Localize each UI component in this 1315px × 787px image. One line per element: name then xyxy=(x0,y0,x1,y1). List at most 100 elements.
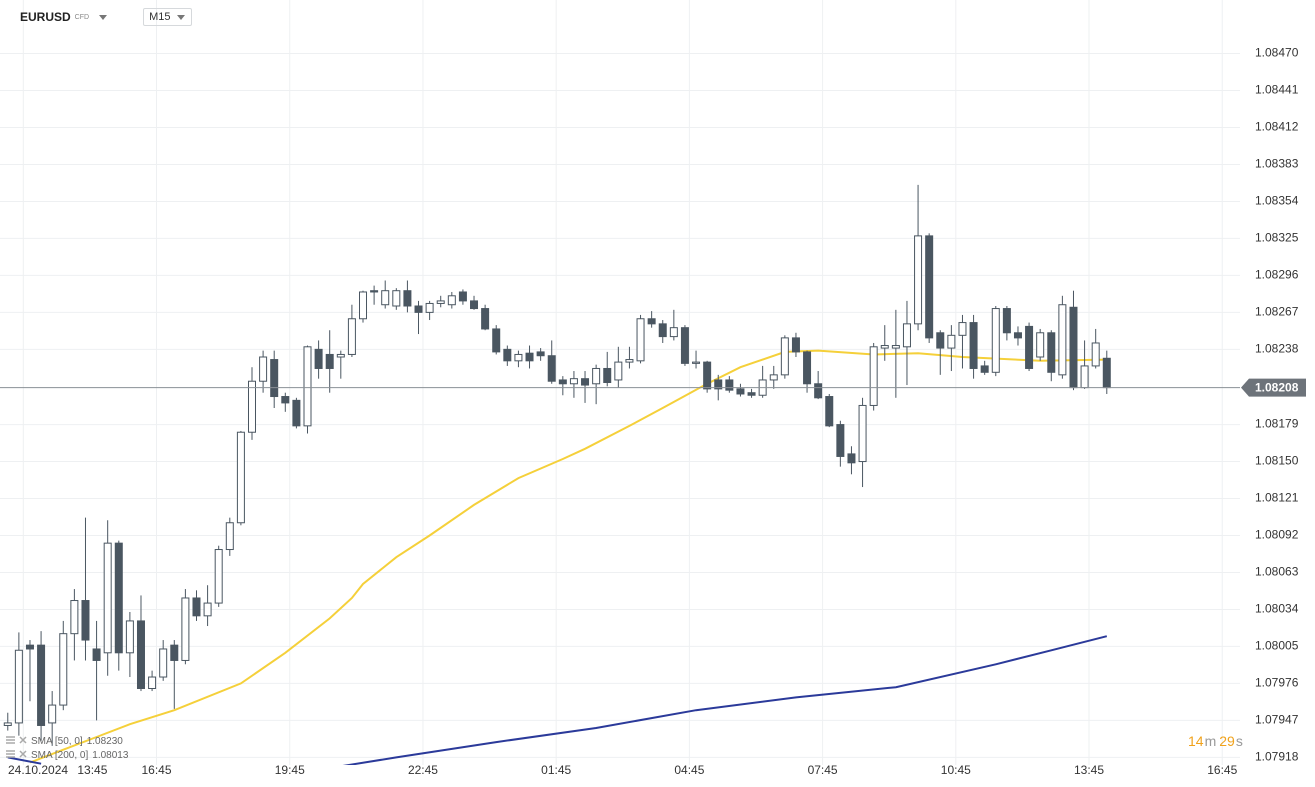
x-tick-label: 19:45 xyxy=(275,763,305,777)
candle-body xyxy=(136,620,145,689)
y-tick-label: 1.08470 xyxy=(1255,46,1299,60)
candle-body xyxy=(725,379,734,391)
y-tick-label: 1.07918 xyxy=(1255,750,1299,764)
legend-entry: SMA [50, 0] 1.08230 xyxy=(31,736,123,747)
symbol-dropdown[interactable] xyxy=(99,14,108,20)
candle-body xyxy=(281,396,290,404)
symbol[interactable]: EURUSD xyxy=(20,10,71,24)
y-tick-label: 1.08354 xyxy=(1255,194,1299,208)
candle-body xyxy=(791,337,800,353)
candle-body xyxy=(780,337,789,376)
candle-body xyxy=(847,453,856,464)
candle-body xyxy=(1091,342,1100,367)
y-tick-label: 1.08238 xyxy=(1255,342,1299,356)
candle-body xyxy=(958,322,967,336)
x-tick-label: 10:45 xyxy=(941,763,971,777)
candle-body xyxy=(481,308,490,330)
candle-body xyxy=(292,399,301,427)
y-tick-label: 1.08296 xyxy=(1255,268,1299,282)
candle-body xyxy=(381,290,390,306)
candle-body xyxy=(347,318,356,355)
candle-body xyxy=(969,322,978,369)
y-tick-label: 1.08063 xyxy=(1255,565,1299,579)
candle-body xyxy=(902,323,911,348)
candle-body xyxy=(414,305,423,313)
candle-body xyxy=(680,327,689,364)
candle-body xyxy=(569,378,578,385)
timeframe-select[interactable]: M15 xyxy=(143,8,193,26)
y-tick-label: 1.08179 xyxy=(1255,417,1299,431)
candle-body xyxy=(59,633,68,706)
candle-body xyxy=(858,404,867,463)
candle-body xyxy=(703,361,712,390)
legend-close-icon[interactable] xyxy=(19,736,27,744)
legend-value: 1.08013 xyxy=(92,750,129,761)
candle-body xyxy=(614,361,623,381)
candle-body xyxy=(103,542,112,654)
x-tick-label: 13:45 xyxy=(1074,763,1104,777)
candle-body xyxy=(925,235,934,339)
candle-body xyxy=(270,359,279,398)
candle-body xyxy=(492,328,501,353)
candle-body xyxy=(458,291,467,302)
countdown-unit: m xyxy=(1205,733,1217,749)
legend-name: SMA [50, 0] xyxy=(31,736,83,747)
candle-body xyxy=(247,380,256,433)
candle-body xyxy=(114,542,123,654)
candle-body xyxy=(769,374,778,381)
legend-close-icon[interactable] xyxy=(19,750,27,758)
sma-line xyxy=(29,349,1107,764)
candle-body xyxy=(647,318,656,325)
candle-body xyxy=(214,549,223,604)
candle-body xyxy=(336,353,345,358)
candle-body xyxy=(514,353,523,362)
legend-name: SMA [200, 0] xyxy=(31,750,88,761)
candle-body xyxy=(714,379,723,390)
legend-menu-icon[interactable] xyxy=(6,736,15,744)
candle-body xyxy=(1058,304,1067,376)
candle-body xyxy=(658,323,667,338)
candle-body xyxy=(1102,357,1111,389)
x-tick-label: 16:45 xyxy=(142,763,172,777)
start-date: 24.10.2024 xyxy=(8,763,68,777)
y-tick-label: 1.08325 xyxy=(1255,231,1299,245)
x-tick-label: 22:45 xyxy=(408,763,438,777)
candle-body xyxy=(436,300,445,304)
candle-body xyxy=(636,318,645,362)
candle-body xyxy=(325,353,334,369)
candle-body xyxy=(891,345,900,349)
candle-body xyxy=(159,648,168,678)
legend-menu-icon[interactable] xyxy=(6,750,15,758)
y-tick-label: 1.08034 xyxy=(1255,602,1299,616)
y-tick-label: 1.07976 xyxy=(1255,676,1299,690)
candle-body xyxy=(814,383,823,399)
axes: 1.07918 1.07947 1.07976 1.08005 1.08034 1.080… xyxy=(0,46,1306,777)
candle-body xyxy=(359,291,368,320)
candle-body xyxy=(525,352,534,362)
legend-entry: SMA [200, 0] 1.08013 xyxy=(31,750,129,761)
candle-body xyxy=(869,346,878,406)
candle-body xyxy=(536,351,545,357)
y-tick-label: 1.08267 xyxy=(1255,305,1299,319)
candle-body xyxy=(1013,332,1022,339)
candle-body xyxy=(470,300,479,310)
countdown: 14m 29s xyxy=(1188,733,1243,749)
timeframe: M15 xyxy=(149,11,171,23)
y-tick-label: 1.08441 xyxy=(1255,83,1299,97)
candle-body xyxy=(1002,308,1011,334)
candle-body xyxy=(225,522,234,551)
candle-body xyxy=(880,345,889,349)
candle-body xyxy=(558,379,567,385)
y-tick-label: 1.08383 xyxy=(1255,157,1299,171)
y-tick-label: 1.07947 xyxy=(1255,713,1299,727)
header: EURUSD CFD M15 xyxy=(0,0,193,34)
candle-body xyxy=(92,648,101,661)
dropdown-caret xyxy=(177,14,186,20)
candle-body xyxy=(603,367,612,384)
countdown-minutes: 14 xyxy=(1188,733,1204,749)
y-tick-label: 1.08412 xyxy=(1255,120,1299,134)
current-price-label: 1.08208 xyxy=(1255,380,1299,394)
candle-body xyxy=(581,378,590,386)
current-price-box xyxy=(1241,378,1306,397)
